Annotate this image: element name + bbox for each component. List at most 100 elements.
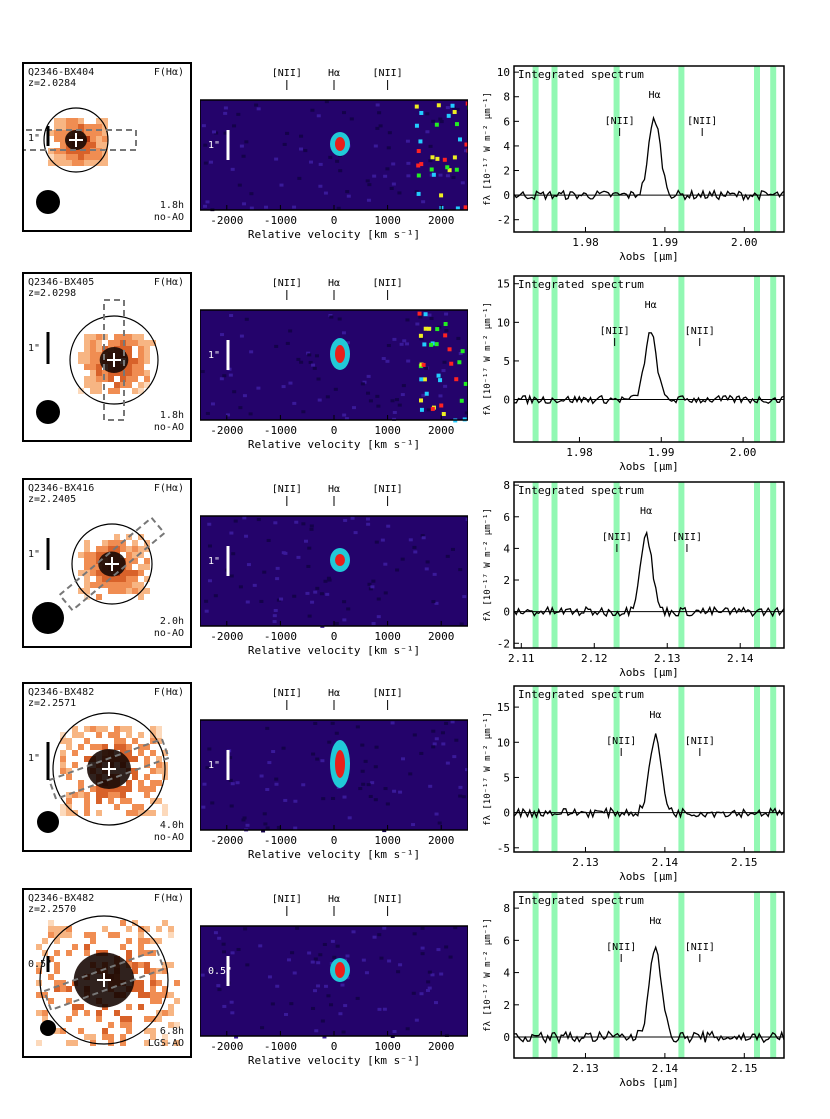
map-pixel xyxy=(132,756,138,762)
nii-label: [NII] xyxy=(672,532,702,543)
map-pixel xyxy=(114,334,120,340)
map-pixel xyxy=(120,576,126,582)
wavelength-axis-label: λobs [μm] xyxy=(619,1076,679,1089)
exposure-time: 2.0h xyxy=(159,616,184,627)
map-pixel xyxy=(60,980,66,986)
noise-pixel xyxy=(288,329,293,333)
noise-pixel xyxy=(385,802,390,806)
noise-pixel xyxy=(327,578,332,582)
noise-pixel xyxy=(262,812,267,816)
aperture-circle xyxy=(69,315,159,405)
sky-line-band xyxy=(613,276,620,442)
noise-pixel xyxy=(402,339,407,343)
noise-pixel xyxy=(299,147,304,151)
noise-pixel xyxy=(366,522,371,526)
map-pixel xyxy=(96,792,102,798)
map-pixel xyxy=(114,388,120,394)
noise-pixel xyxy=(245,963,250,967)
spectrum-title: Integrated spectrum xyxy=(518,278,644,291)
sky-residual xyxy=(457,360,462,365)
noise-pixel xyxy=(425,112,430,116)
flux-tick-label: 8 xyxy=(503,479,510,492)
map-pixel xyxy=(84,148,90,154)
noise-pixel xyxy=(406,161,411,165)
line-label-top: [NII] xyxy=(272,68,302,79)
velocity-axis-label: Relative velocity [km s⁻¹] xyxy=(248,644,420,657)
noise-pixel xyxy=(378,124,383,128)
noise-pixel xyxy=(353,531,358,535)
flux-tick-label: -2 xyxy=(497,214,510,227)
map-pixel xyxy=(54,950,60,956)
map-pixel xyxy=(96,810,102,816)
map-pixel xyxy=(60,926,66,932)
map-pixel xyxy=(54,986,60,992)
map-pixel xyxy=(108,732,114,738)
map-pixel xyxy=(138,364,144,370)
map-pixel xyxy=(144,792,150,798)
noise-pixel xyxy=(204,609,209,613)
ao-mode: LGS-AO xyxy=(147,1038,184,1049)
noise-pixel xyxy=(244,317,249,321)
exposure-time: 1.8h xyxy=(159,410,184,421)
wavelength-tick-label: 2.14 xyxy=(652,1062,679,1075)
noise-pixel xyxy=(238,406,243,410)
map-pixel xyxy=(168,1004,174,1010)
noise-pixel xyxy=(341,1030,346,1034)
noise-pixel xyxy=(267,975,272,979)
map-pixel xyxy=(78,124,84,130)
map-pixel xyxy=(96,1010,102,1016)
map-pixel xyxy=(78,1028,84,1034)
spectrum-2d-panel: 1" [NII] Hα [NII] -2000 -1000 0 1000 2000 Relativ… xyxy=(199,272,477,482)
halpha-map-panel: Q2346-BX482 z=2.2571 F(Hα) 1" 4.0h no-AO xyxy=(22,682,192,852)
flux-tick-label: 2 xyxy=(503,165,510,178)
map-pixel xyxy=(108,340,114,346)
noise-pixel xyxy=(437,325,442,329)
map-pixel xyxy=(60,932,66,938)
sky-residual xyxy=(422,377,427,382)
noise-pixel xyxy=(444,312,449,316)
noise-pixel xyxy=(242,816,247,820)
noise-pixel xyxy=(301,410,306,414)
wavelength-tick-label: 2.00 xyxy=(730,446,757,459)
velocity-tick-label: -2000 xyxy=(210,834,243,847)
map-pixel xyxy=(168,932,174,938)
map-pixel xyxy=(126,370,132,376)
noise-pixel xyxy=(228,778,233,782)
noise-pixel xyxy=(289,1002,294,1006)
map-pixel xyxy=(54,118,60,124)
noise-pixel xyxy=(290,951,295,955)
map-pixel xyxy=(60,804,66,810)
map-pixel xyxy=(126,576,132,582)
line-label-top: [NII] xyxy=(272,278,302,289)
noise-pixel xyxy=(222,374,227,378)
noise-pixel xyxy=(375,126,380,130)
noise-pixel xyxy=(307,353,312,357)
noise-pixel xyxy=(405,342,410,346)
noise-pixel xyxy=(228,756,233,760)
ao-mode: no-AO xyxy=(153,422,184,433)
noise-pixel xyxy=(376,404,381,408)
map-pixel xyxy=(138,552,144,558)
velocity-tick-label: 2000 xyxy=(428,834,455,847)
flux-tick-label: 4 xyxy=(503,542,510,555)
sky-residual xyxy=(449,361,454,366)
line-label-top: [NII] xyxy=(373,278,403,289)
sky-residual xyxy=(416,149,421,154)
noise-pixel xyxy=(217,988,222,992)
noise-pixel xyxy=(412,545,417,549)
map-pixel xyxy=(78,352,84,358)
sky-residual xyxy=(419,407,424,412)
noise-pixel xyxy=(231,552,236,556)
noise-pixel xyxy=(317,398,322,402)
sky-line-band xyxy=(551,892,558,1058)
wavelength-axis-label: λobs [μm] xyxy=(619,250,679,263)
map-pixel xyxy=(84,792,90,798)
sky-line-band xyxy=(678,892,685,1058)
ao-mode: no-AO xyxy=(153,628,184,639)
map-pixel xyxy=(156,1016,162,1022)
map-pixel xyxy=(144,558,150,564)
sky-residual xyxy=(463,381,468,386)
map-pixel xyxy=(96,570,102,576)
noise-pixel xyxy=(451,106,456,110)
map-pixel xyxy=(174,1022,180,1028)
